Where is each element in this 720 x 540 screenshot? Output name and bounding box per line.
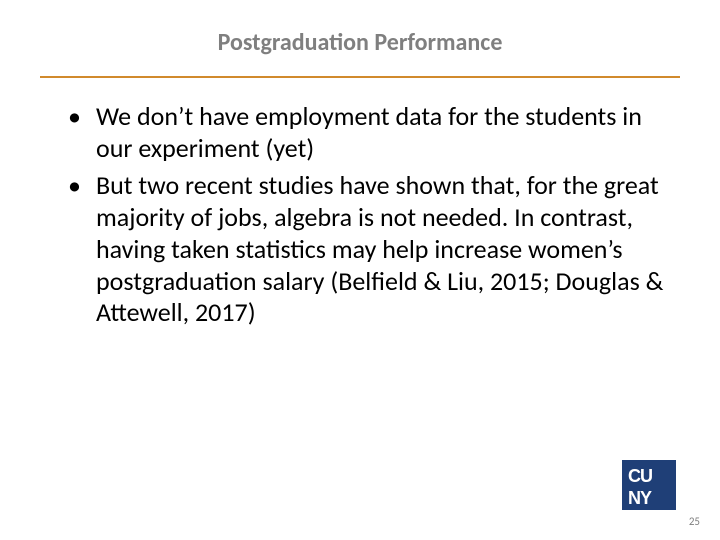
slide-title: Postgraduation Performance [50, 28, 670, 71]
title-underline [40, 76, 680, 78]
page-number: 25 [689, 515, 700, 528]
svg-text:NY: NY [628, 488, 652, 508]
bullet-list: We don’t have employment data for the st… [40, 101, 680, 329]
slide: Postgraduation Performance We don’t have… [0, 0, 720, 540]
cuny-logo-icon: CU NY [622, 460, 676, 510]
bullet-item: We don’t have employment data for the st… [68, 101, 680, 164]
bullet-item: But two recent studies have shown that, … [68, 170, 680, 329]
svg-text:CU: CU [628, 466, 652, 486]
